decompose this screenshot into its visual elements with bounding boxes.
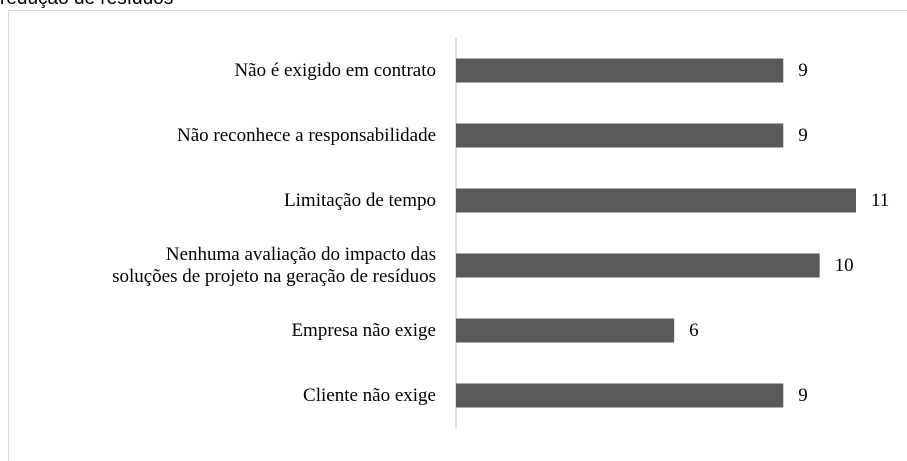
data-label: 6 bbox=[689, 319, 699, 341]
y-tick-label: Não é exigido em contrato bbox=[234, 59, 436, 81]
bar bbox=[456, 58, 784, 83]
chart-frame bbox=[8, 10, 907, 461]
y-tick-label: Empresa não exige bbox=[291, 319, 436, 341]
bar bbox=[456, 123, 784, 148]
bar bbox=[456, 383, 784, 408]
data-label: 10 bbox=[834, 254, 854, 276]
data-label: 9 bbox=[798, 384, 808, 406]
bar bbox=[456, 253, 820, 278]
y-tick-label: Limitação de tempo bbox=[284, 189, 436, 211]
bar bbox=[456, 188, 856, 213]
chart-title: redução de resíduos bbox=[0, 0, 173, 10]
y-tick-label: Nenhuma avaliação do impacto das soluçõe… bbox=[112, 243, 436, 287]
data-label: 9 bbox=[798, 124, 808, 146]
y-tick-label: Cliente não exige bbox=[303, 384, 436, 406]
data-label: 9 bbox=[798, 59, 808, 81]
bar bbox=[456, 318, 675, 343]
data-label: 11 bbox=[871, 189, 890, 211]
chart bbox=[455, 38, 856, 428]
y-tick-label: Não reconhece a responsabilidade bbox=[176, 124, 436, 146]
